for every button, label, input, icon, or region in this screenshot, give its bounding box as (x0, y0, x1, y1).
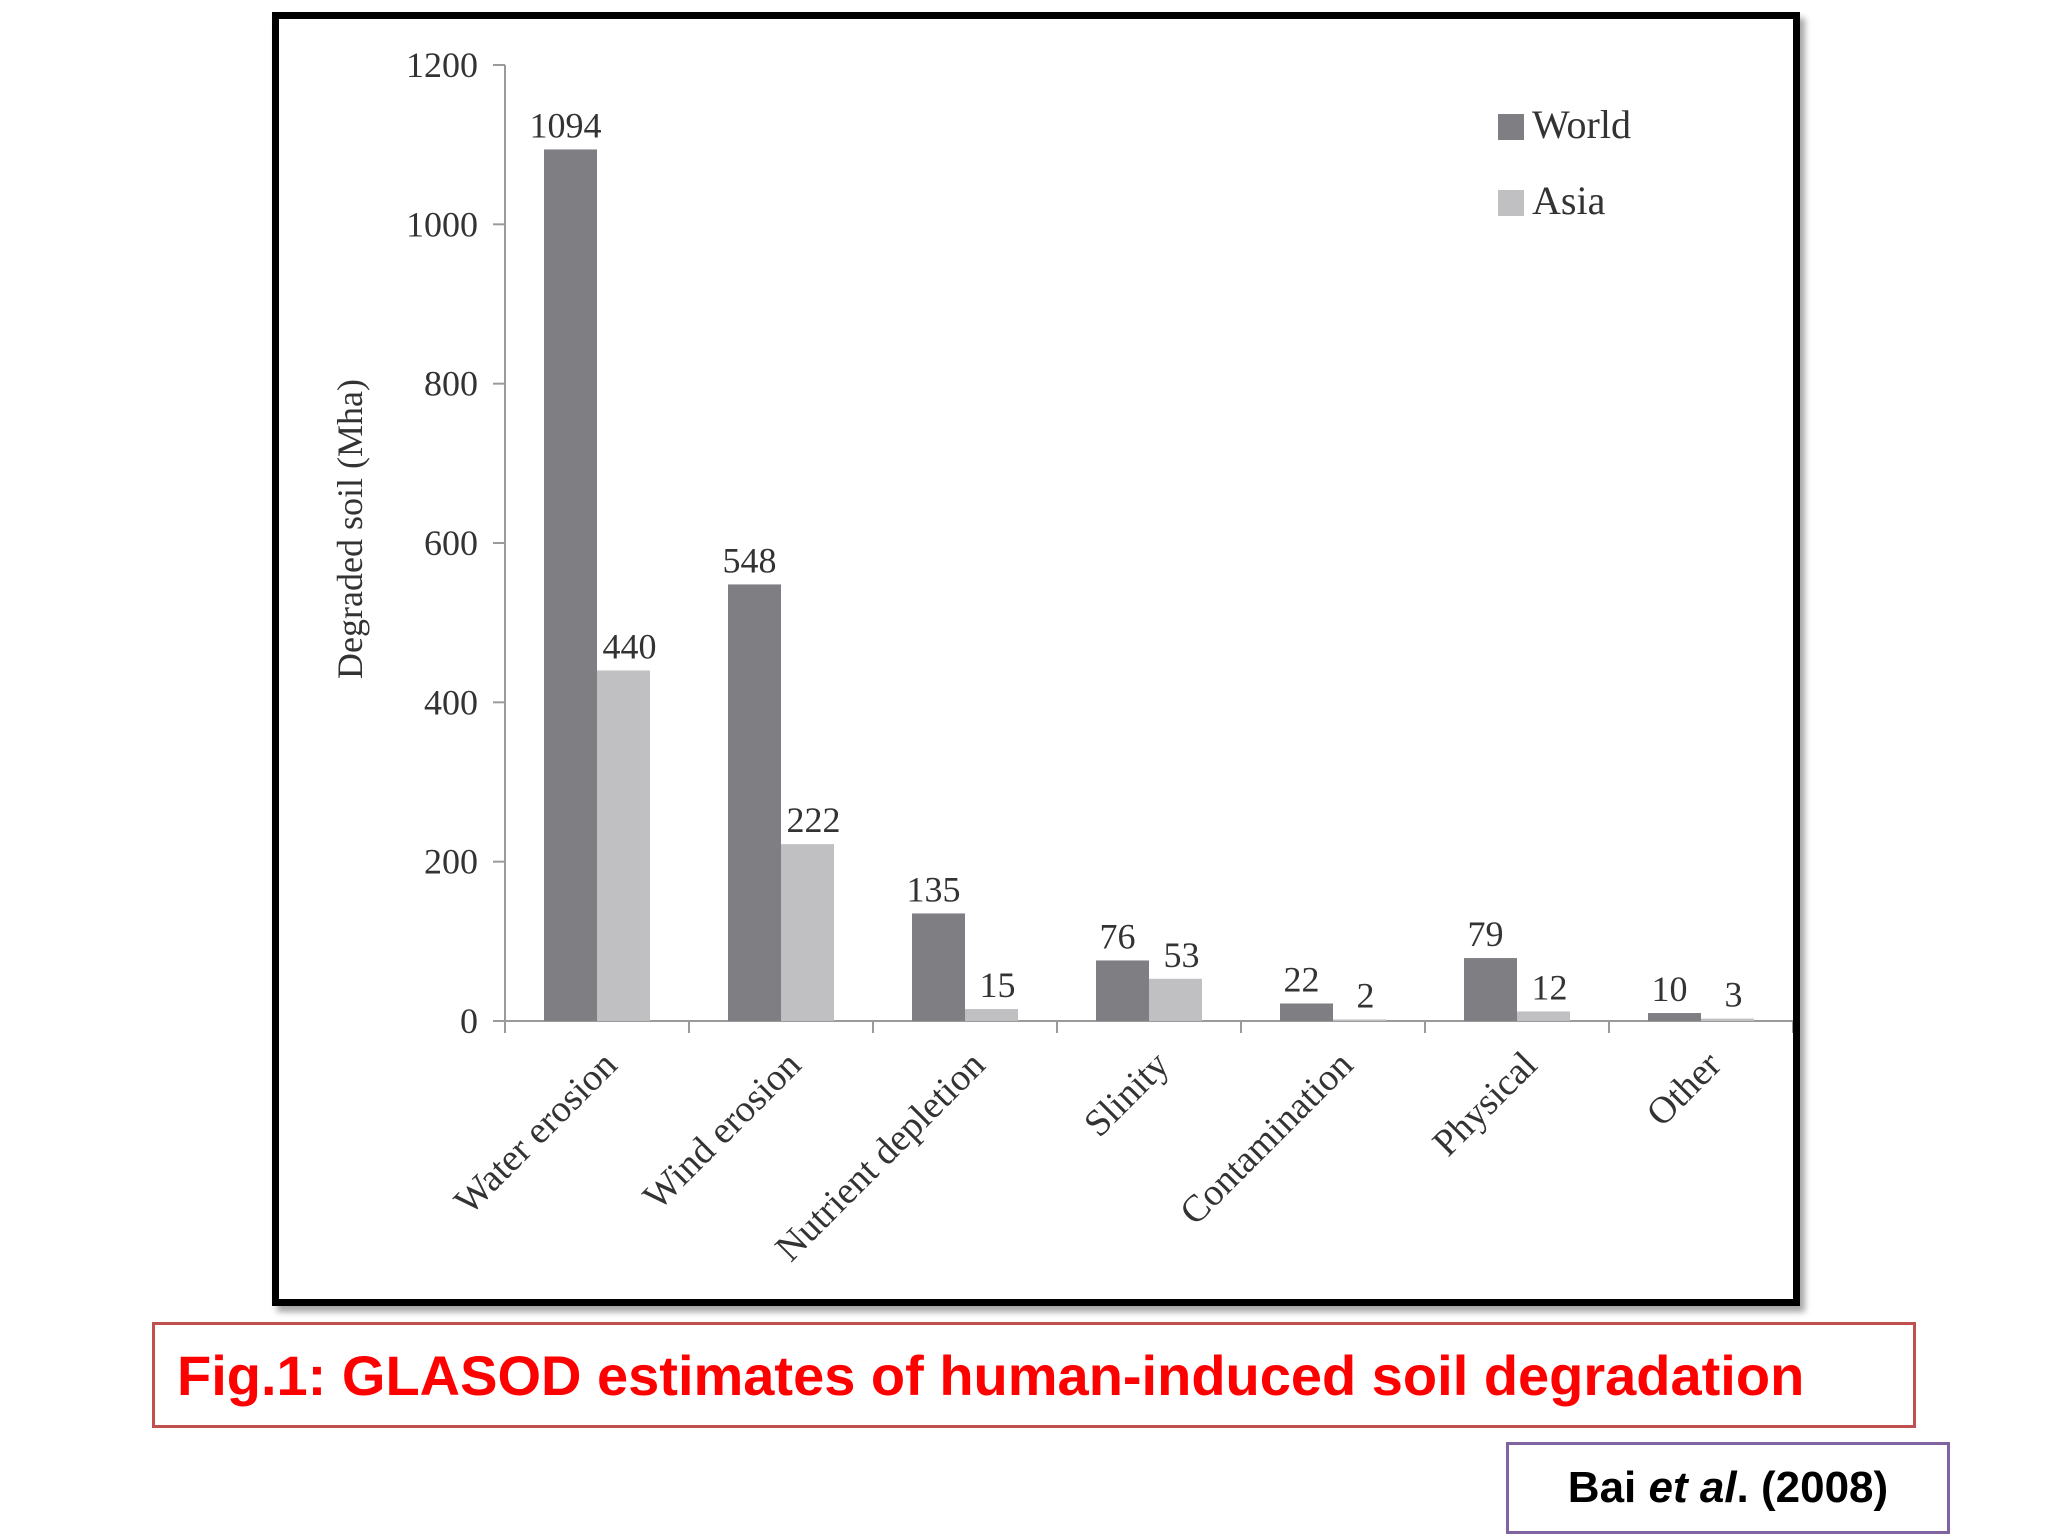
data-label-asia: 3 (1725, 975, 1743, 1015)
category-label: Wind erosion (635, 1044, 809, 1218)
data-label-asia: 15 (980, 965, 1016, 1005)
category-label: Physical (1425, 1044, 1546, 1165)
y-tick-label: 400 (424, 682, 478, 722)
bar-world (1280, 1003, 1333, 1021)
data-label-world: 79 (1468, 914, 1504, 954)
legend-label-asia: Asia (1532, 178, 1606, 223)
bar-world (912, 913, 965, 1021)
legend: World Asia (1498, 102, 1631, 223)
category-label: Water erosion (446, 1044, 625, 1223)
bar-world (728, 584, 781, 1021)
data-label-world: 1094 (530, 105, 602, 145)
citation-year: . (2008) (1736, 1463, 1889, 1512)
category-label: Slinity (1076, 1044, 1177, 1145)
bar-asia (965, 1009, 1018, 1021)
legend-swatch-world (1498, 114, 1524, 140)
citation-box: Bai et al. (2008) (1506, 1442, 1950, 1534)
y-tick-label: 600 (424, 523, 478, 563)
bar-asia (1333, 1019, 1386, 1021)
y-tick-label: 1000 (406, 204, 478, 244)
y-tick-label: 1200 (406, 45, 478, 85)
bar-world (1464, 958, 1517, 1021)
bar-asia (1701, 1018, 1754, 1021)
bars (544, 149, 1754, 1022)
data-label-world: 135 (907, 869, 961, 909)
bar-asia (1149, 978, 1202, 1021)
bar-world (1096, 960, 1149, 1021)
data-label-asia: 222 (787, 800, 841, 840)
data-label-asia: 53 (1164, 935, 1200, 975)
chart-frame: 0 200 400 600 800 1000 1200 1094 440 548 222 135 15… (272, 12, 1800, 1306)
y-tick-label: 200 (424, 842, 478, 882)
bar-world (1648, 1013, 1701, 1021)
data-label-world: 548 (723, 540, 777, 580)
y-axis-title: Degraded soil (Mha) (330, 379, 370, 679)
citation: Bai et al. (2008) (1568, 1463, 1888, 1513)
data-label-world: 10 (1652, 969, 1688, 1009)
citation-author: Bai (1567, 1463, 1649, 1512)
y-axis: 0 200 400 600 800 1000 1200 (406, 45, 506, 1041)
category-label: Contamination (1172, 1044, 1361, 1233)
legend-swatch-asia (1498, 190, 1524, 216)
bar-asia (1517, 1011, 1570, 1021)
bar-asia (781, 844, 834, 1021)
citation-etal: et al (1648, 1463, 1737, 1512)
data-label-asia: 2 (1357, 975, 1375, 1015)
data-label-asia: 12 (1532, 967, 1568, 1007)
figure-caption: Fig.1: GLASOD estimates of human-induced… (177, 1343, 1805, 1407)
data-label-world: 76 (1100, 916, 1136, 956)
bar-asia (597, 670, 650, 1021)
bar-world (544, 149, 597, 1022)
legend-label-world: World (1532, 102, 1631, 147)
data-label-world: 22 (1284, 959, 1320, 999)
x-axis (493, 1020, 1793, 1033)
figure-caption-box: Fig.1: GLASOD estimates of human-induced… (152, 1322, 1916, 1428)
y-tick-label: 800 (424, 364, 478, 404)
data-label-asia: 440 (603, 626, 657, 666)
category-label: Other (1638, 1043, 1729, 1134)
y-tick-label: 0 (460, 1001, 478, 1041)
